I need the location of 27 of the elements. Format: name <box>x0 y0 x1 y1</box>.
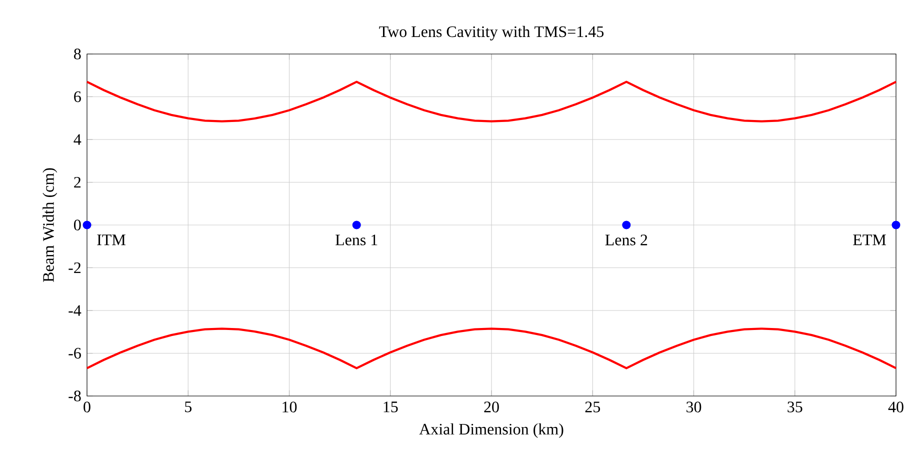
x-tick-label: 0 <box>84 402 90 412</box>
y-tick-label: 8 <box>74 48 81 60</box>
y-tick-label: 6 <box>74 91 81 102</box>
x-tick-label: 40 <box>888 402 904 412</box>
annotation: Lens 1 <box>336 234 378 246</box>
x-axis-title: Axial Dimension (km) <box>419 423 564 438</box>
x-tick-label: 30 <box>686 402 702 412</box>
annotation: ITM <box>97 234 126 246</box>
y-tick-label: -2 <box>68 262 81 274</box>
y-tick-label: 4 <box>74 134 82 145</box>
x-tick-label: 15 <box>384 402 398 412</box>
chart-title: Two Lens Cavitity with TMS=1.45 <box>379 26 604 40</box>
x-tick-label: 25 <box>585 402 600 412</box>
annotation: ETM <box>853 234 886 246</box>
line-series <box>86 80 898 122</box>
y-tick-label: 0 <box>74 220 81 230</box>
annotation: Lens 2 <box>605 234 648 246</box>
y-axis-title: Beam Width (cm) <box>42 168 58 282</box>
y-tick-label: -6 <box>68 348 81 359</box>
y-tick-label: 2 <box>74 176 81 188</box>
x-tick-label: 10 <box>282 402 297 412</box>
line-series <box>86 328 898 370</box>
y-tick-label: -4 <box>68 305 82 316</box>
y-tick-label: -8 <box>68 390 81 402</box>
x-tick-label: 20 <box>484 402 499 412</box>
x-tick-label: 35 <box>788 402 802 412</box>
x-tick-label: 5 <box>185 402 192 412</box>
